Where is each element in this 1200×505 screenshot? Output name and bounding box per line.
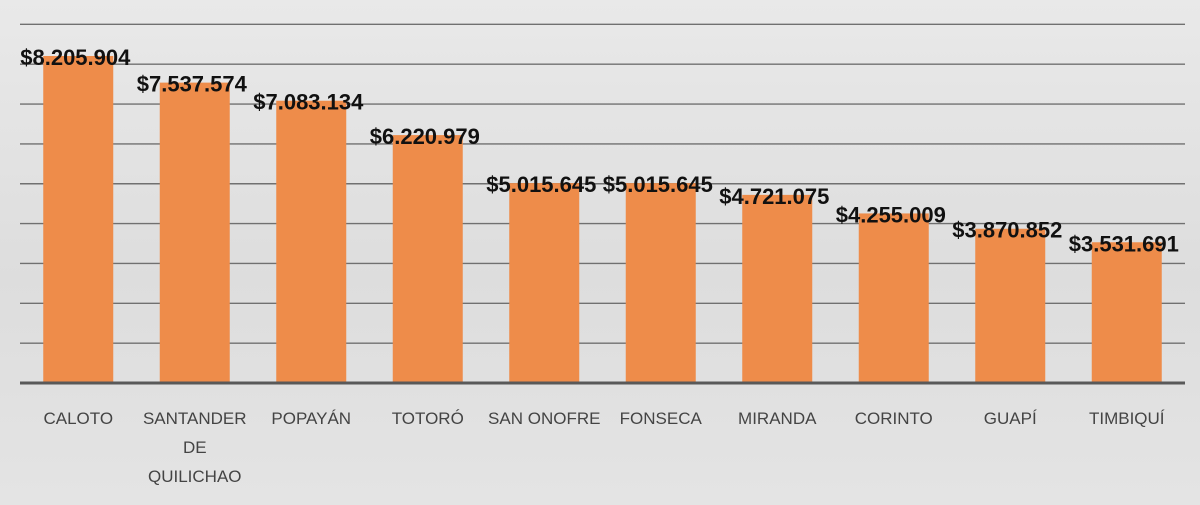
tick-label-san-onofre: SAN ONOFRE	[488, 409, 600, 428]
bar-santander-de-quilichao	[159, 82, 230, 384]
bars	[43, 56, 1162, 384]
tick-label-fonseca: FONSECA	[620, 409, 703, 428]
data-label-totoro: $6.220.979	[370, 124, 480, 149]
tick-label-totoro: TOTORÓ	[392, 409, 464, 428]
bar-corinto	[858, 213, 929, 383]
data-label-popayan: $7.083.134	[253, 90, 364, 115]
data-label-timbiqui: $3.531.691	[1069, 231, 1179, 256]
tick-label-miranda: MIRANDA	[738, 409, 817, 428]
bar-miranda	[742, 194, 813, 383]
bar-popayan	[276, 100, 347, 383]
data-label-santander-de-quilichao: $7.537.574	[137, 72, 248, 97]
bar-san-onofre	[509, 183, 580, 383]
bar-totoro	[392, 135, 463, 383]
tick-label-guapi: GUAPÍ	[984, 409, 1037, 428]
bar-timbiqui	[1091, 242, 1162, 383]
tick-label-corinto: CORINTO	[855, 409, 933, 428]
bar-caloto	[43, 56, 114, 383]
bar-guapi	[975, 228, 1046, 383]
data-label-guapi: $3.870.852	[952, 218, 1062, 243]
tick-label-santander-de-quilichao: SANTANDER DE QUILICHAO	[143, 409, 247, 486]
data-label-fonseca: $5.015.645	[603, 172, 713, 197]
data-label-san-onofre: $5.015.645	[486, 172, 596, 197]
data-label-caloto: $8.205.904	[20, 45, 131, 70]
tick-label-caloto: CALOTO	[43, 409, 113, 428]
category-tick-labels: CALOTO SANTANDER DE QUILICHAO POPAYÁN TOTORÓ S…	[43, 409, 1164, 486]
tick-label-timbiqui: TIMBIQUÍ	[1089, 409, 1165, 428]
data-label-corinto: $4.255.009	[836, 202, 946, 227]
data-labels: $8.205.904$7.537.574$7.083.134$6.220.979…	[20, 45, 1179, 256]
bar-fonseca	[625, 183, 696, 383]
tick-label-popayan: POPAYÁN	[271, 409, 351, 428]
data-label-miranda: $4.721.075	[719, 184, 829, 209]
